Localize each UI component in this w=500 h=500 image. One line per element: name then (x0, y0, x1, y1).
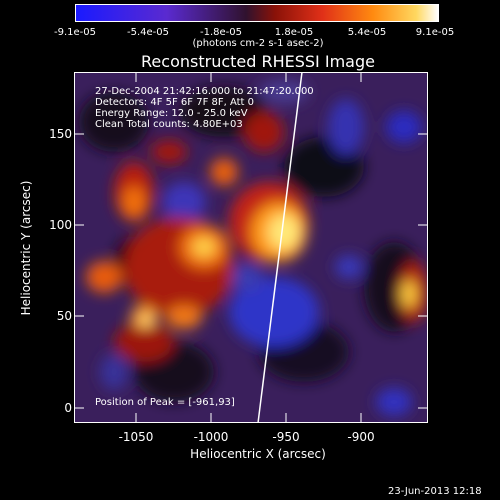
axis-ticks (74, 72, 428, 423)
x-tick-label: -900 (347, 430, 375, 444)
colorbar-units: (photons cm-2 s-1 asec-2) (192, 38, 324, 49)
y-tick-label: 0 (64, 401, 72, 415)
info-energy-range: Energy Range: 12.0 - 25.0 keV (95, 108, 248, 119)
colorbar-tick: -9.1e-05 (54, 27, 96, 38)
y-tick-label: 50 (56, 309, 72, 323)
y-axis-label: Heliocentric Y (arcsec) (19, 180, 33, 316)
info-counts: Clean Total counts: 4.80E+03 (95, 119, 243, 130)
image-field (74, 72, 428, 423)
y-tick-label: 100 (49, 218, 72, 232)
colorbar (75, 4, 439, 22)
colorbar-tick: 9.1e-05 (415, 27, 455, 38)
colorbar-tick: 1.8e-05 (274, 27, 314, 38)
x-axis-label: Heliocentric X (arcsec) (190, 447, 326, 461)
limb-line (257, 72, 303, 423)
page-title: Reconstructed RHESSI Image (141, 52, 375, 71)
x-tick-label: -1000 (193, 430, 229, 444)
peak-position: Position of Peak = [-961,93] (95, 397, 235, 408)
info-detectors: Detectors: 4F 5F 6F 7F 8F, Att 0 (95, 97, 255, 108)
x-tick-label: -1050 (118, 430, 154, 444)
y-tick-label: 150 (49, 127, 72, 141)
plot-frame (74, 72, 428, 423)
colorbar-tick: 5.4e-05 (347, 27, 387, 38)
x-tick-label: -950 (272, 430, 300, 444)
info-time-range: 27-Dec-2004 21:42:16.000 to 21:47:20.000 (95, 86, 314, 97)
colorbar-tick: -1.8e-05 (200, 27, 242, 38)
colorbar-tick: -5.4e-05 (127, 27, 169, 38)
rhessi-image-plot (74, 72, 428, 423)
datestamp: 23-Jun-2013 12:18 (388, 486, 482, 497)
